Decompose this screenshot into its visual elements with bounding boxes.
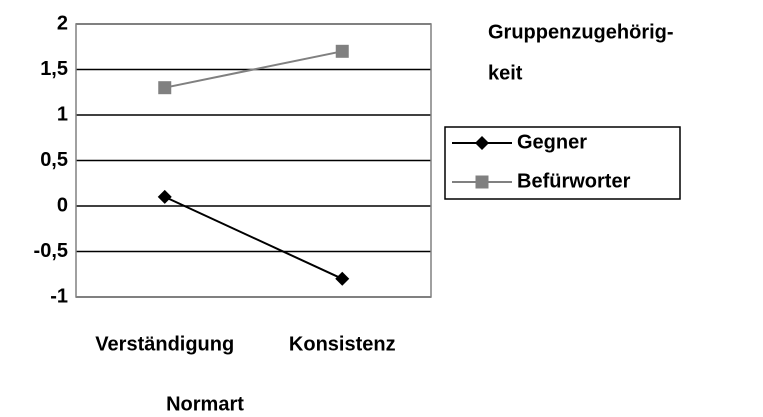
legend-title: keit: [488, 62, 523, 84]
marker: [335, 44, 349, 58]
y-tick-label: 1,5: [40, 58, 68, 80]
y-tick-label: 1: [57, 103, 68, 125]
y-tick-label: 2: [57, 12, 68, 34]
y-tick-label: -1: [50, 285, 68, 307]
legend-label: Befürworter: [517, 170, 631, 192]
plot-border: [75, 23, 432, 298]
marker: [157, 189, 172, 204]
legend-box: [444, 126, 681, 200]
y-tick-label: 0: [57, 194, 68, 216]
legend-title: Gruppenzugehörig-: [488, 21, 674, 43]
series-line: [164, 195, 343, 280]
x-tick-label: Konsistenz: [289, 333, 396, 355]
legend-label: Gegner: [517, 131, 587, 153]
marker: [158, 81, 172, 95]
series-line: [164, 50, 343, 89]
marker: [475, 175, 489, 189]
x-tick-label: Verständigung: [95, 333, 234, 355]
marker: [475, 136, 489, 150]
y-tick-label: -0,5: [34, 240, 68, 262]
y-tick-label: 0,5: [40, 149, 68, 171]
marker: [335, 271, 350, 286]
x-axis-title: Normart: [166, 393, 244, 415]
